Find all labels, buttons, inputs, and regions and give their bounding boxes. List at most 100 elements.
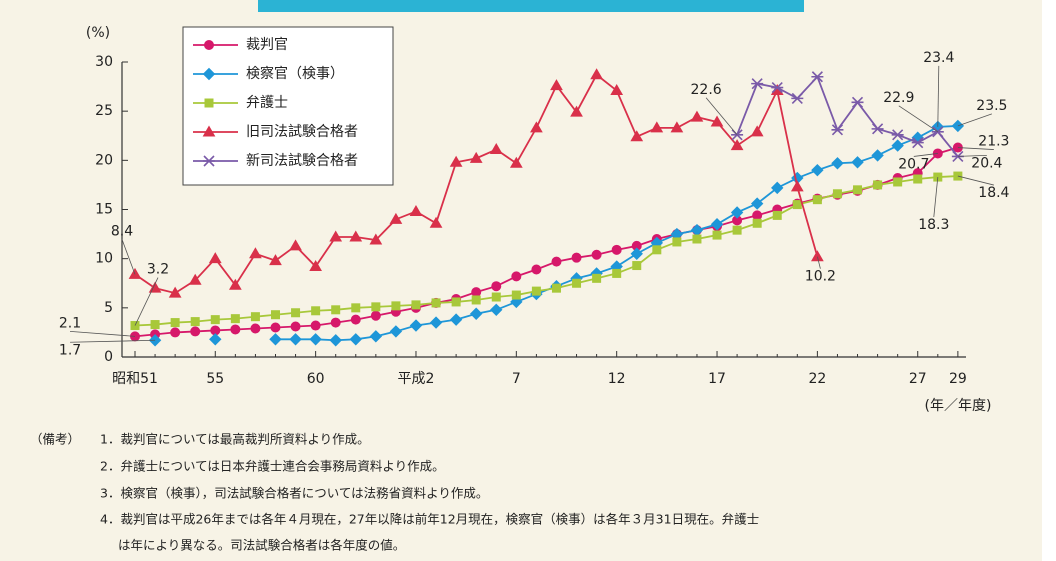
note: 2．弁護士については日本弁護士連合会事務局資料より作成。 <box>100 459 445 474</box>
label-leader <box>957 155 987 157</box>
data-label: 20.7 <box>898 156 929 172</box>
data-point <box>712 230 722 240</box>
data-point <box>531 264 542 275</box>
data-label: 23.4 <box>923 50 954 66</box>
data-point <box>752 210 763 221</box>
label-leader <box>957 175 994 186</box>
y-tick-label: 10 <box>95 251 113 267</box>
data-point <box>730 206 744 219</box>
data-point <box>471 295 481 305</box>
data-point <box>632 261 642 271</box>
data-point <box>389 325 403 338</box>
data-point <box>831 157 844 170</box>
data-point <box>409 204 423 216</box>
data-point <box>429 216 443 228</box>
data-point <box>509 156 523 168</box>
data-point <box>851 96 864 108</box>
data-point <box>369 330 383 343</box>
legend-marker <box>203 155 215 167</box>
data-point <box>710 115 724 127</box>
x-tick-label: 7 <box>512 371 521 387</box>
data-point <box>349 333 362 346</box>
data-point <box>469 307 483 320</box>
x-tick-label: 17 <box>708 371 726 387</box>
x-tick-label: 22 <box>808 371 826 387</box>
data-point <box>670 121 684 133</box>
data-label: 8.4 <box>111 223 133 239</box>
label-leader <box>70 339 156 343</box>
data-label: 23.5 <box>976 98 1007 114</box>
data-point <box>369 233 383 245</box>
x-tick-label: 60 <box>307 371 325 387</box>
data-label: 18.4 <box>978 185 1009 201</box>
data-point <box>329 334 342 347</box>
data-point <box>851 156 864 169</box>
data-point <box>751 78 764 90</box>
data-point <box>951 119 965 133</box>
data-point <box>249 247 262 259</box>
data-point <box>590 68 603 80</box>
data-point <box>690 110 704 122</box>
data-point <box>391 301 401 311</box>
data-point <box>210 315 220 325</box>
data-point <box>389 212 403 224</box>
data-point <box>489 143 503 155</box>
data-point <box>291 308 301 318</box>
data-point <box>491 281 502 292</box>
label-leader <box>705 97 738 136</box>
data-point <box>330 317 341 328</box>
legend <box>182 26 394 186</box>
data-point <box>349 230 363 242</box>
data-point <box>752 218 762 228</box>
data-point <box>449 313 463 326</box>
data-point <box>230 314 240 324</box>
data-point <box>250 323 261 334</box>
data-point <box>611 244 622 255</box>
data-point <box>289 333 302 346</box>
data-point <box>490 303 503 317</box>
data-label: 22.9 <box>883 90 914 106</box>
data-point <box>891 139 904 152</box>
data-point <box>148 334 162 347</box>
data-point <box>771 82 784 94</box>
legend-label: 旧司法試験合格者 <box>246 124 358 140</box>
data-point <box>873 180 883 190</box>
data-point <box>208 252 222 264</box>
data-point <box>269 254 282 266</box>
legend-label: 裁判官 <box>246 37 288 53</box>
label-leader <box>121 239 136 275</box>
x-tick-label: 29 <box>949 371 967 387</box>
label-leader <box>134 277 159 326</box>
data-point <box>612 268 622 278</box>
data-point <box>309 260 322 272</box>
label-leader <box>957 147 994 150</box>
data-point <box>893 177 903 187</box>
label-leader <box>816 256 821 269</box>
data-point <box>911 137 924 149</box>
data-point <box>791 92 804 104</box>
data-point <box>811 71 824 83</box>
data-point <box>510 295 523 309</box>
data-point <box>811 163 824 177</box>
data-point <box>672 237 682 247</box>
data-point <box>750 125 764 137</box>
x-tick-label: 昭和51 <box>112 371 158 387</box>
data-point <box>310 320 321 331</box>
data-point <box>190 326 201 337</box>
data-point <box>750 197 764 210</box>
x-tick-label: 55 <box>206 371 224 387</box>
legend-marker <box>204 40 214 50</box>
label-leader <box>937 65 940 127</box>
y-tick-label: 15 <box>95 202 113 218</box>
y-tick-label: 5 <box>104 300 113 316</box>
data-point <box>792 200 802 210</box>
data-point <box>491 292 501 302</box>
data-point <box>710 218 724 231</box>
data-point <box>331 305 341 315</box>
legend-label: 弁護士 <box>246 95 288 111</box>
y-tick-label: 0 <box>104 349 113 365</box>
note: 3．検察官（検事），司法試験合格者については法務省資料より作成。 <box>100 486 488 501</box>
label-leader <box>898 105 939 133</box>
data-point <box>311 306 321 316</box>
